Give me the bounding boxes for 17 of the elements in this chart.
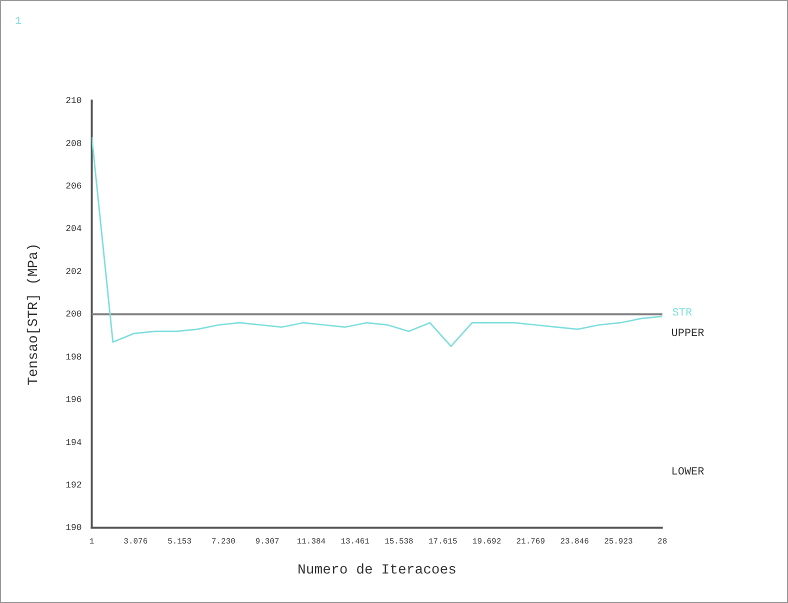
text: LOWER [671,466,705,478]
y-tick-label: 198 [66,352,82,362]
text: UPPER [671,328,705,340]
y-tick-label: 194 [66,438,82,448]
text: 1 [14,16,22,28]
y-tick-label: 190 [66,523,82,534]
y-tick-label: 210 [66,96,82,106]
y-tick-label: 192 [66,480,82,491]
y-tick-label: 202 [66,266,82,277]
y-axis-title: Tensao[STR] (MPa) [26,243,42,386]
y-tick-label: 208 [66,138,82,149]
y-tick-label: 206 [66,181,82,192]
y-tick-label: 200 [66,310,82,320]
y-tick-label: 196 [66,395,82,406]
y-tick-label: 204 [66,224,82,234]
x-axis-title: Numero de Iteracoes [298,562,457,578]
series-label: STR [672,307,692,320]
